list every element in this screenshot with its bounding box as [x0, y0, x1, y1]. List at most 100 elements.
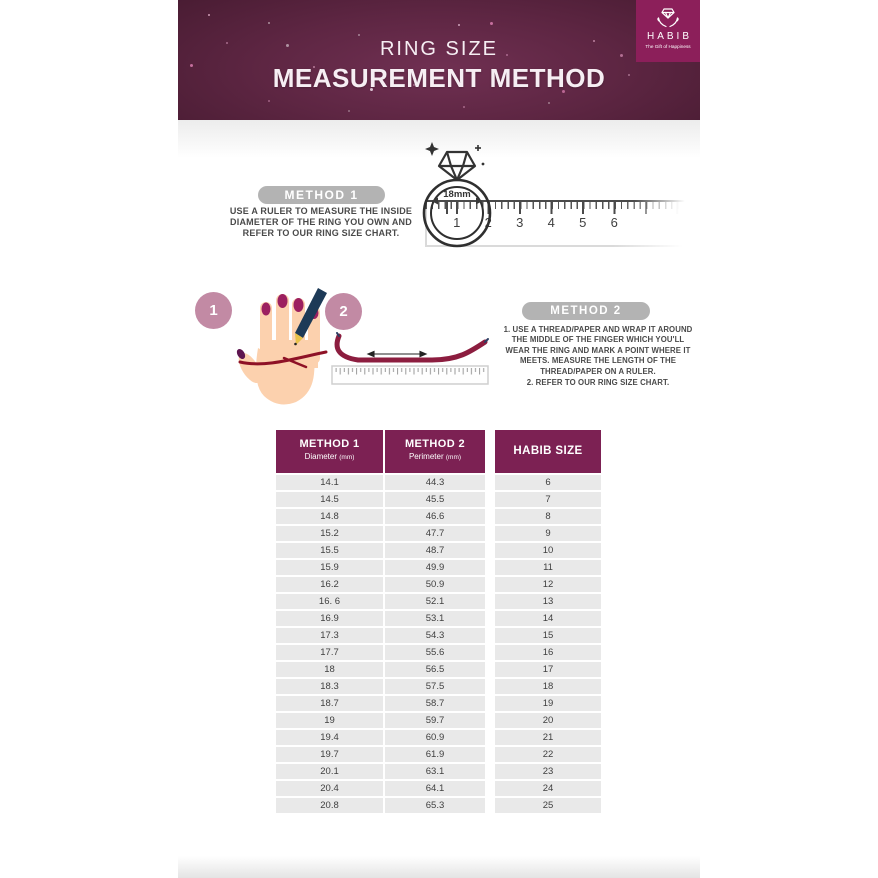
thread-on-finger [238, 350, 328, 369]
table-gap [485, 713, 495, 730]
table-gap [485, 430, 495, 473]
sparkle-star-icon [425, 142, 439, 156]
perimeter-cell: 55.6 [385, 645, 485, 662]
perimeter-cell: 44.3 [385, 475, 485, 492]
column-subtitle: Diameter (mm) [304, 452, 355, 461]
method-2-line: WEAR THE RING AND MARK A POINT WHERE IT [505, 345, 691, 355]
ruler-number: 5 [579, 215, 587, 230]
table-gap [485, 730, 495, 747]
hand-marking-illustration [236, 288, 328, 405]
table-gap [485, 577, 495, 594]
perimeter-cell: 64.1 [385, 781, 485, 798]
page-title-line2: MEASUREMENT METHOD [272, 63, 606, 93]
column-header-method2: METHOD 2 Perimeter (mm) [385, 430, 485, 473]
diameter-cell: 19.4 [276, 730, 385, 747]
perimeter-cell: 45.5 [385, 492, 485, 509]
perimeter-cell: 63.1 [385, 764, 485, 781]
table-gap [485, 492, 495, 509]
method-1-description: USE A RULER TO MEASURE THE INSIDE DIAMET… [211, 206, 431, 239]
marker-pen [294, 288, 327, 346]
header-banner: RING SIZE MEASUREMENT METHOD [178, 0, 700, 120]
perimeter-cell: 53.1 [385, 611, 485, 628]
habib-size-cell: 19 [495, 696, 601, 713]
perimeter-cell: 54.3 [385, 628, 485, 645]
perimeter-cell: 56.5 [385, 662, 485, 679]
perimeter-cell: 57.5 [385, 679, 485, 696]
table-row: 19 59.7 20 [276, 713, 605, 730]
table-row: 16.2 50.9 12 [276, 577, 605, 594]
diameter-cell: 20.1 [276, 764, 385, 781]
habib-size-cell: 12 [495, 577, 601, 594]
header-shadow [178, 120, 700, 158]
diameter-cell: 16.2 [276, 577, 385, 594]
sparkle-dots [208, 14, 210, 16]
diameter-arrowheads [431, 197, 483, 205]
diamond-icon [437, 150, 477, 182]
habib-size-cell: 9 [495, 526, 601, 543]
table-gap [485, 611, 495, 628]
column-subtitle: Perimeter (mm) [408, 452, 462, 461]
table-gap [485, 798, 495, 815]
method-2-line: 1. USE A THREAD/PAPER AND WRAP IT AROUND [503, 325, 693, 334]
ruler-number: 3 [516, 215, 524, 230]
table-row: 19.4 60.9 21 [276, 730, 605, 747]
method-1-line: REFER TO OUR RING SIZE CHART. [242, 228, 400, 238]
column-title: METHOD 1 [299, 438, 360, 450]
method-2-pill: METHOD 2 [522, 302, 650, 320]
method-2-line: THREAD/PAPER ON A RULER. [540, 366, 656, 376]
ring-size-table: METHOD 1 Diameter (mm) METHOD 2 Perimete… [276, 430, 605, 815]
table-row: 16. 6 52.1 13 [276, 594, 605, 611]
perimeter-cell: 46.6 [385, 509, 485, 526]
table-gap [485, 696, 495, 713]
habib-size-cell: 25 [495, 798, 601, 815]
habib-size-cell: 24 [495, 781, 601, 798]
method-1-pill: METHOD 1 [258, 186, 385, 204]
brand-name: HABIB [646, 31, 692, 42]
column-header-method1: METHOD 1 Diameter (mm) [276, 430, 385, 473]
diamond-ring-illustration: 18mm [422, 142, 492, 248]
table-gap [485, 764, 495, 781]
habib-size-cell: 15 [495, 628, 601, 645]
ruler-edge [425, 200, 693, 202]
habib-size-cell: 21 [495, 730, 601, 747]
table-gap [485, 662, 495, 679]
method-2-line: MEETS. MEASURE THE LENGTH OF THE [519, 356, 677, 366]
ruler-number: 1 [453, 215, 461, 230]
thread-shape [334, 332, 489, 363]
habib-size-cell: 23 [495, 764, 601, 781]
table-row: 14.8 46.6 8 [276, 509, 605, 526]
diameter-cell: 18.7 [276, 696, 385, 713]
habib-size-cell: 17 [495, 662, 601, 679]
table-row: 18.3 57.5 18 [276, 679, 605, 696]
table-gap [485, 543, 495, 560]
page-title-line1: RING SIZE [379, 38, 498, 60]
bottom-shading [178, 856, 700, 878]
brand-tagline: The Gift of Happiness [645, 44, 691, 50]
diameter-cell: 16. 6 [276, 594, 385, 611]
hand-shape [238, 294, 320, 405]
diameter-cell: 14.1 [276, 475, 385, 492]
table-header-row: METHOD 1 Diameter (mm) METHOD 2 Perimete… [276, 430, 605, 473]
ruler-number: 6 [610, 215, 618, 230]
method-1-line: DIAMETER OF THE RING YOU OWN AND [230, 217, 412, 227]
method-1-line: USE A RULER TO MEASURE THE INSIDE [229, 206, 413, 216]
column-header-habib-size: HABIB SIZE [495, 430, 601, 473]
habib-size-cell: 6 [495, 475, 601, 492]
table-row: 17.3 54.3 15 [276, 628, 605, 645]
table-row: 14.5 45.5 7 [276, 492, 605, 509]
size-table-rows: 14.1 44.3 6 14.5 45.5 7 14.8 46.6 8 [276, 475, 605, 815]
perimeter-cell: 59.7 [385, 713, 485, 730]
brand-logo: HABIB The Gift of Happiness [636, 0, 700, 62]
diameter-cell: 14.8 [276, 509, 385, 526]
habib-size-cell: 13 [495, 594, 601, 611]
diameter-cell: 14.5 [276, 492, 385, 509]
diameter-cell: 18 [276, 662, 385, 679]
table-gap [485, 594, 495, 611]
perimeter-cell: 49.9 [385, 560, 485, 577]
step-1-badge: 1 [195, 292, 232, 329]
table-gap [485, 747, 495, 764]
ring-band [422, 178, 492, 248]
habib-size-cell: 18 [495, 679, 601, 696]
perimeter-cell: 61.9 [385, 747, 485, 764]
